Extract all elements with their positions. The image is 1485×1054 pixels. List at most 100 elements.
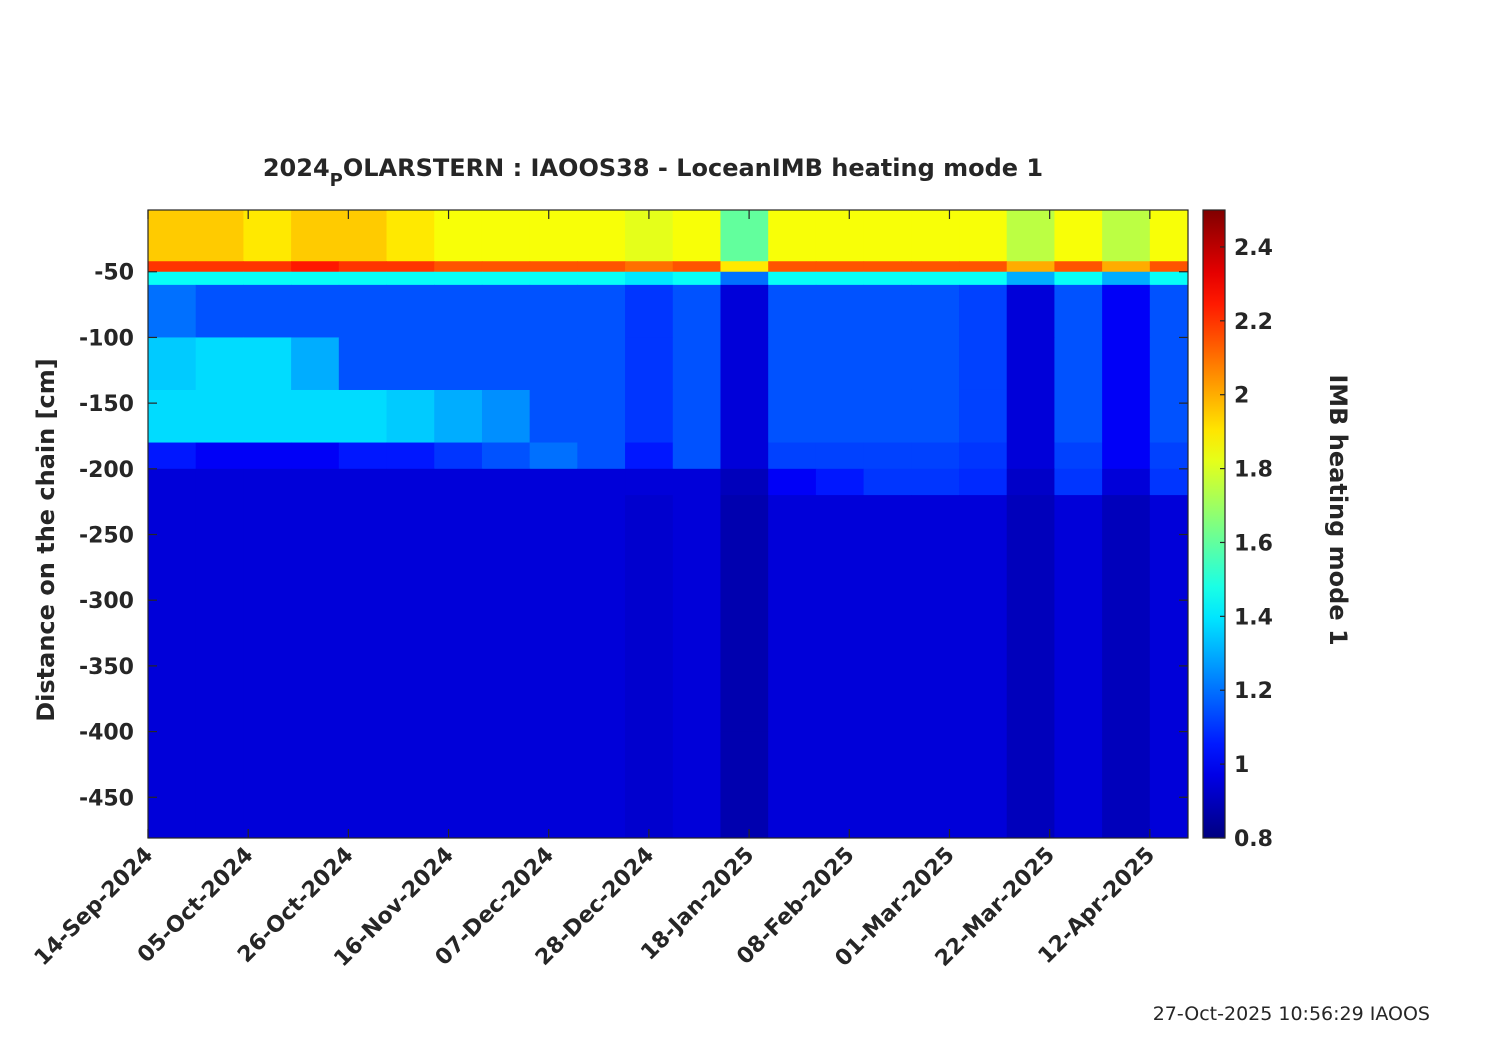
heatmap-cell <box>1054 389 1103 444</box>
heatmap-cell <box>959 261 1008 273</box>
heatmap-cell <box>815 442 865 470</box>
colorbar-tick-label: 1.2 <box>1234 679 1273 704</box>
heatmap-cell <box>625 495 674 601</box>
heatmap-cell <box>148 389 197 444</box>
heatmap-cell <box>434 495 483 601</box>
heatmap-cell <box>1006 389 1055 444</box>
heatmap-cell <box>1149 442 1188 470</box>
heatmap-cell <box>1102 468 1151 496</box>
heatmap-cell <box>863 495 912 601</box>
heatmap-cell <box>529 271 578 286</box>
heatmap-cell <box>959 731 1008 838</box>
heatmap-cell <box>1102 284 1151 338</box>
heatmap-cell <box>243 284 292 338</box>
colorbar-label: IMB heating mode 1 <box>1324 374 1352 645</box>
y-tick-label: -50 <box>94 261 134 286</box>
heatmap-cell <box>863 261 912 273</box>
heatmap-cell <box>338 210 388 262</box>
heatmap-cell <box>1006 442 1055 470</box>
heatmap-cell <box>529 389 578 444</box>
heatmap-cell <box>625 442 674 470</box>
heatmap-cell <box>911 284 960 338</box>
heatmap-cell <box>768 468 817 496</box>
heatmap-cell <box>911 389 960 444</box>
heatmap-cell <box>625 337 674 391</box>
heatmap-cell <box>291 337 340 391</box>
heatmap-cell <box>1006 468 1055 496</box>
colorbar-tick-label: 1 <box>1234 753 1249 778</box>
heatmap-cell <box>863 284 912 338</box>
heatmap-cell <box>672 468 721 496</box>
heatmap-cell <box>768 495 817 601</box>
heatmap-cell <box>1006 731 1055 838</box>
y-tick-label: -100 <box>79 326 134 351</box>
heatmap-cell <box>481 261 531 273</box>
heatmap-cell <box>195 731 244 838</box>
heatmap-cell <box>434 442 483 470</box>
heatmap-cell <box>243 271 292 286</box>
heatmap-cell <box>434 337 483 391</box>
heatmap-cell <box>148 495 197 601</box>
heatmap-cell <box>959 600 1008 733</box>
colorbar-tick-label: 2.2 <box>1234 310 1273 335</box>
heatmap-cell <box>720 389 769 444</box>
heatmap-cell <box>386 468 435 496</box>
heatmap-cell <box>1102 389 1151 444</box>
heatmap-cell <box>243 442 292 470</box>
heatmap-cell <box>672 210 721 262</box>
heatmap-cell <box>481 495 531 601</box>
heatmap-cell <box>291 389 340 444</box>
heatmap-cell <box>1054 600 1103 733</box>
heatmap-cell <box>1149 337 1188 391</box>
heatmap-cell <box>291 468 340 496</box>
heatmap-cell <box>434 731 483 838</box>
heatmap-cell <box>1149 284 1188 338</box>
heatmap-cell <box>768 284 817 338</box>
heatmap-cell <box>338 271 388 286</box>
heatmap-cell <box>720 468 769 496</box>
colorbar-tick-label: 2.4 <box>1234 236 1273 261</box>
heatmap-cell <box>1054 261 1103 273</box>
heatmap-cell <box>1149 271 1188 286</box>
heatmap-cell <box>959 389 1008 444</box>
heatmap-cell <box>338 600 388 733</box>
heatmap <box>148 210 1188 838</box>
heatmap-cell <box>1149 210 1188 262</box>
heatmap-cell <box>386 284 435 338</box>
heatmap-cell <box>434 210 483 262</box>
heatmap-cell <box>195 261 244 273</box>
heatmap-cell <box>768 442 817 470</box>
heatmap-cell <box>386 261 435 273</box>
colorbar-tick-label: 1.4 <box>1234 605 1273 630</box>
heatmap-cell <box>911 210 960 262</box>
heatmap-cell <box>243 210 292 262</box>
heatmap-cell <box>243 261 292 273</box>
heatmap-cell <box>911 271 960 286</box>
heatmap-cell <box>720 442 769 470</box>
heatmap-cell <box>195 271 244 286</box>
heatmap-cell <box>768 389 817 444</box>
heatmap-cell <box>768 731 817 838</box>
heatmap-cell <box>291 600 340 733</box>
heatmap-cell <box>959 442 1008 470</box>
heatmap-cell <box>195 495 244 601</box>
heatmap-cell <box>720 731 769 838</box>
heatmap-cell <box>148 468 197 496</box>
heatmap-cell <box>911 468 960 496</box>
heatmap-cell <box>863 389 912 444</box>
heatmap-cell <box>195 442 244 470</box>
heatmap-cell <box>1054 442 1103 470</box>
heatmap-cell <box>672 442 721 470</box>
heatmap-cell <box>338 468 388 496</box>
heatmap-cell <box>1102 210 1151 262</box>
heatmap-cell <box>672 271 721 286</box>
heatmap-cell <box>195 210 244 262</box>
heatmap-cell <box>243 495 292 601</box>
heatmap-cell <box>148 210 197 262</box>
heatmap-cell <box>481 731 531 838</box>
heatmap-cell <box>911 442 960 470</box>
heatmap-cell <box>959 210 1008 262</box>
heatmap-cell <box>911 261 960 273</box>
